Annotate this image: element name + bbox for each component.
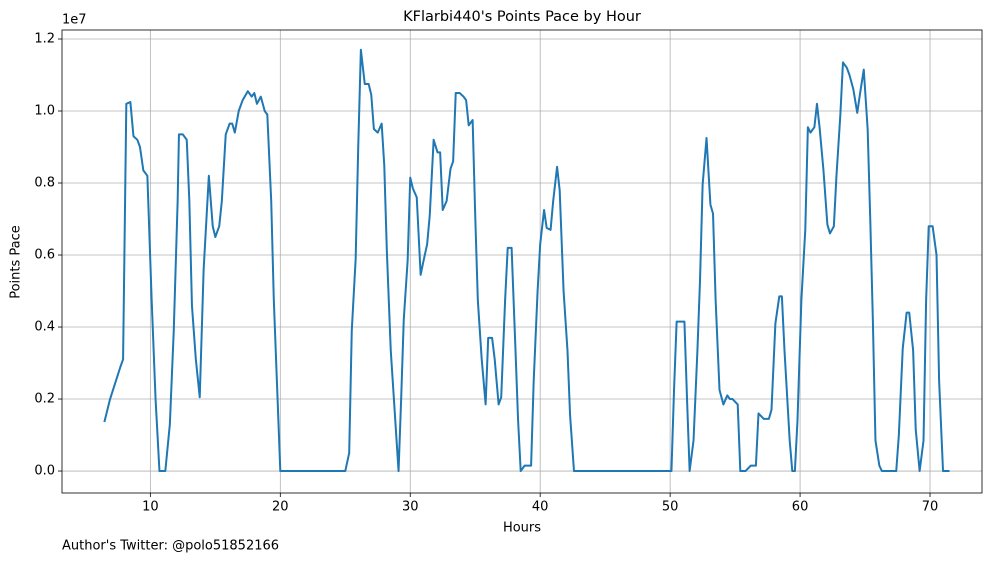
y-tick-label: 0.4 [34,320,55,335]
chart-title: KFlarbi440's Points Pace by Hour [403,9,641,25]
x-tick-label: 50 [662,500,679,515]
y-tick-label: 0.8 [34,176,55,191]
plot-frame [61,29,983,494]
y-offset-label: 1e7 [62,13,87,28]
y-tick-label: 1.2 [34,32,55,47]
caption: Author's Twitter: @polo51852166 [62,539,279,554]
x-tick-label: 30 [402,500,419,515]
y-tick-label: 0.2 [34,392,55,407]
x-tick-label: 20 [272,500,289,515]
y-tick-label: 0.6 [34,248,55,263]
y-tick-label: 1.0 [34,104,55,119]
data-line [103,48,950,473]
x-tick-label: 70 [922,500,939,515]
x-tick-label: 60 [792,500,809,515]
y-axis-label: Points Pace [9,225,24,299]
x-tick-label: 10 [142,500,159,515]
x-tick-label: 40 [532,500,549,515]
y-tick-label: 0.0 [34,464,55,479]
x-axis-label: Hours [503,521,541,536]
